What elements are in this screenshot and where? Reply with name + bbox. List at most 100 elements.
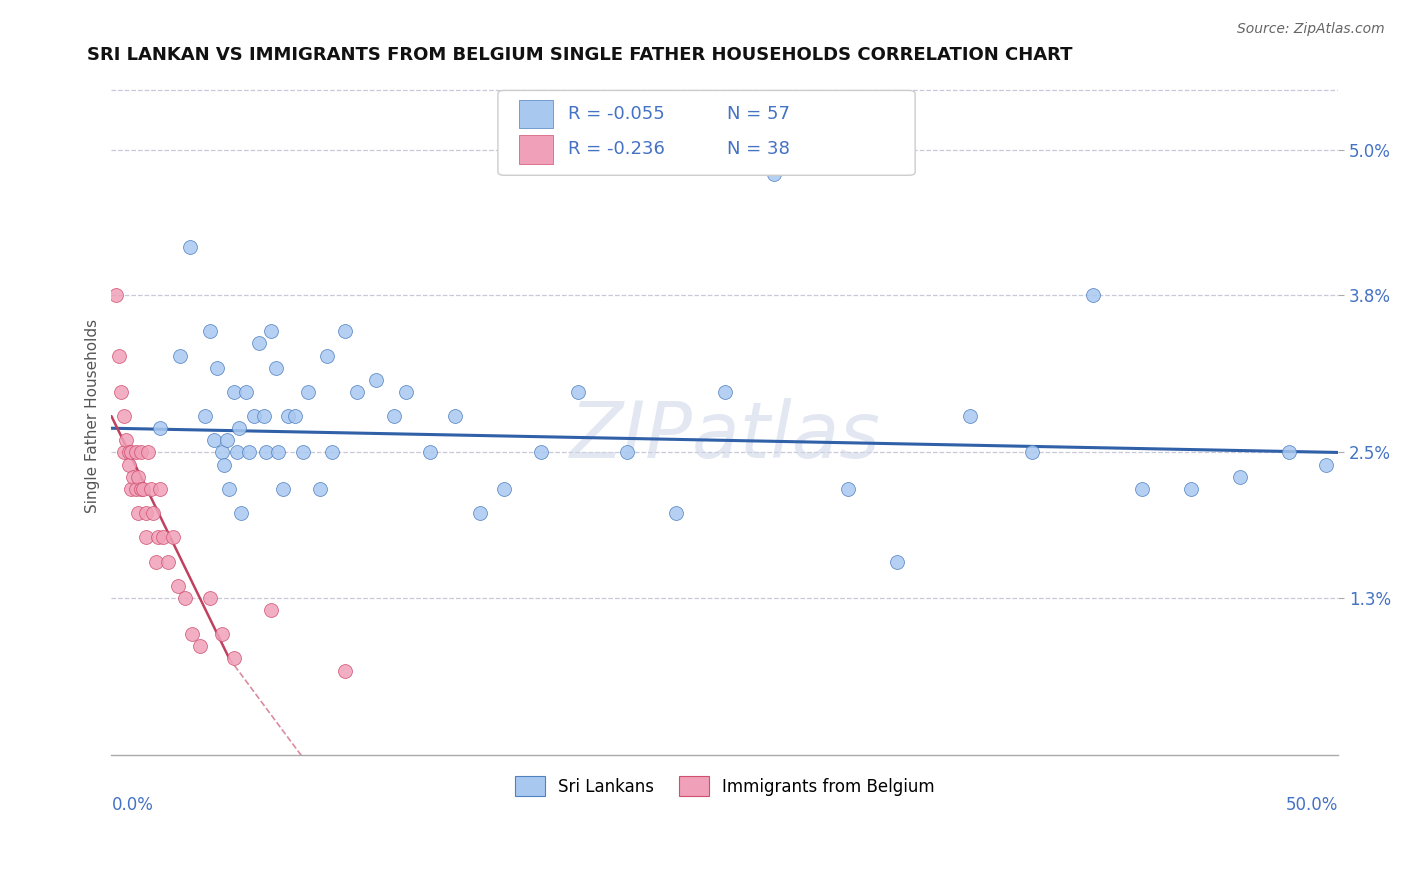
Point: [242, 409, 264, 424]
Point: [146, 530, 169, 544]
Text: N = 57: N = 57: [727, 105, 790, 123]
Legend: Sri Lankans, Immigrants from Belgium: Sri Lankans, Immigrants from Belgium: [506, 768, 943, 805]
Point: [112, 409, 135, 424]
Point: [616, 445, 638, 459]
Point: [139, 482, 162, 496]
Point: [117, 445, 139, 459]
Point: [122, 469, 145, 483]
Point: [291, 445, 314, 459]
Point: [321, 445, 343, 459]
Point: [316, 349, 339, 363]
Point: [1021, 445, 1043, 459]
Point: [188, 640, 211, 654]
Point: [132, 482, 155, 496]
Point: [162, 530, 184, 544]
Point: [260, 603, 283, 617]
Text: N = 38: N = 38: [727, 140, 790, 159]
Point: [366, 373, 388, 387]
Point: [284, 409, 307, 424]
Point: [254, 445, 277, 459]
Point: [837, 482, 859, 496]
Point: [120, 445, 142, 459]
Y-axis label: Single Father Households: Single Father Households: [86, 319, 100, 513]
Point: [665, 506, 688, 520]
Point: [333, 324, 356, 338]
Point: [260, 324, 283, 338]
Point: [1130, 482, 1153, 496]
Point: [1278, 445, 1301, 459]
Point: [149, 482, 172, 496]
Point: [117, 458, 139, 472]
Point: [142, 506, 165, 520]
Point: [129, 445, 152, 459]
Text: 50.0%: 50.0%: [1286, 796, 1339, 814]
Point: [107, 349, 129, 363]
Point: [309, 482, 332, 496]
Text: ZIPatlas: ZIPatlas: [569, 399, 880, 475]
Point: [1229, 469, 1251, 483]
Point: [218, 482, 240, 496]
Point: [125, 482, 148, 496]
Text: Source: ZipAtlas.com: Source: ZipAtlas.com: [1237, 22, 1385, 37]
Point: [271, 482, 294, 496]
Point: [235, 384, 257, 399]
Text: R = -0.236: R = -0.236: [568, 140, 665, 159]
Point: [886, 554, 908, 568]
Point: [136, 445, 159, 459]
Point: [110, 384, 132, 399]
Point: [225, 445, 247, 459]
Point: [211, 627, 233, 641]
Point: [145, 554, 167, 568]
Point: [215, 434, 238, 448]
Point: [115, 434, 138, 448]
Point: [152, 530, 174, 544]
Point: [277, 409, 299, 424]
Point: [264, 360, 287, 375]
Text: 0.0%: 0.0%: [111, 796, 153, 814]
Point: [112, 445, 135, 459]
Point: [214, 458, 236, 472]
Point: [494, 482, 516, 496]
Point: [382, 409, 405, 424]
Point: [129, 482, 152, 496]
Point: [105, 288, 128, 302]
Point: [149, 421, 172, 435]
FancyBboxPatch shape: [519, 100, 553, 128]
Point: [419, 445, 441, 459]
Point: [231, 506, 253, 520]
Point: [247, 336, 270, 351]
Point: [1180, 482, 1202, 496]
Point: [166, 579, 188, 593]
Point: [252, 409, 274, 424]
Point: [135, 530, 157, 544]
Text: SRI LANKAN VS IMMIGRANTS FROM BELGIUM SINGLE FATHER HOUSEHOLDS CORRELATION CHART: SRI LANKAN VS IMMIGRANTS FROM BELGIUM SI…: [87, 46, 1073, 64]
Point: [395, 384, 418, 399]
Point: [169, 349, 191, 363]
Point: [205, 360, 228, 375]
Point: [224, 384, 246, 399]
Point: [959, 409, 981, 424]
Point: [267, 445, 290, 459]
Point: [530, 445, 553, 459]
Point: [198, 324, 221, 338]
FancyBboxPatch shape: [519, 136, 553, 164]
Point: [179, 239, 201, 253]
Point: [444, 409, 467, 424]
FancyBboxPatch shape: [498, 90, 915, 175]
Point: [346, 384, 368, 399]
Point: [181, 627, 204, 641]
Point: [1081, 288, 1104, 302]
Text: R = -0.055: R = -0.055: [568, 105, 665, 123]
Point: [333, 664, 356, 678]
Point: [135, 506, 157, 520]
Point: [156, 554, 179, 568]
Point: [238, 445, 260, 459]
Point: [763, 167, 786, 181]
Point: [120, 482, 142, 496]
Point: [125, 445, 148, 459]
Point: [204, 434, 226, 448]
Point: [198, 591, 221, 605]
Point: [567, 384, 589, 399]
Point: [211, 445, 233, 459]
Point: [468, 506, 491, 520]
